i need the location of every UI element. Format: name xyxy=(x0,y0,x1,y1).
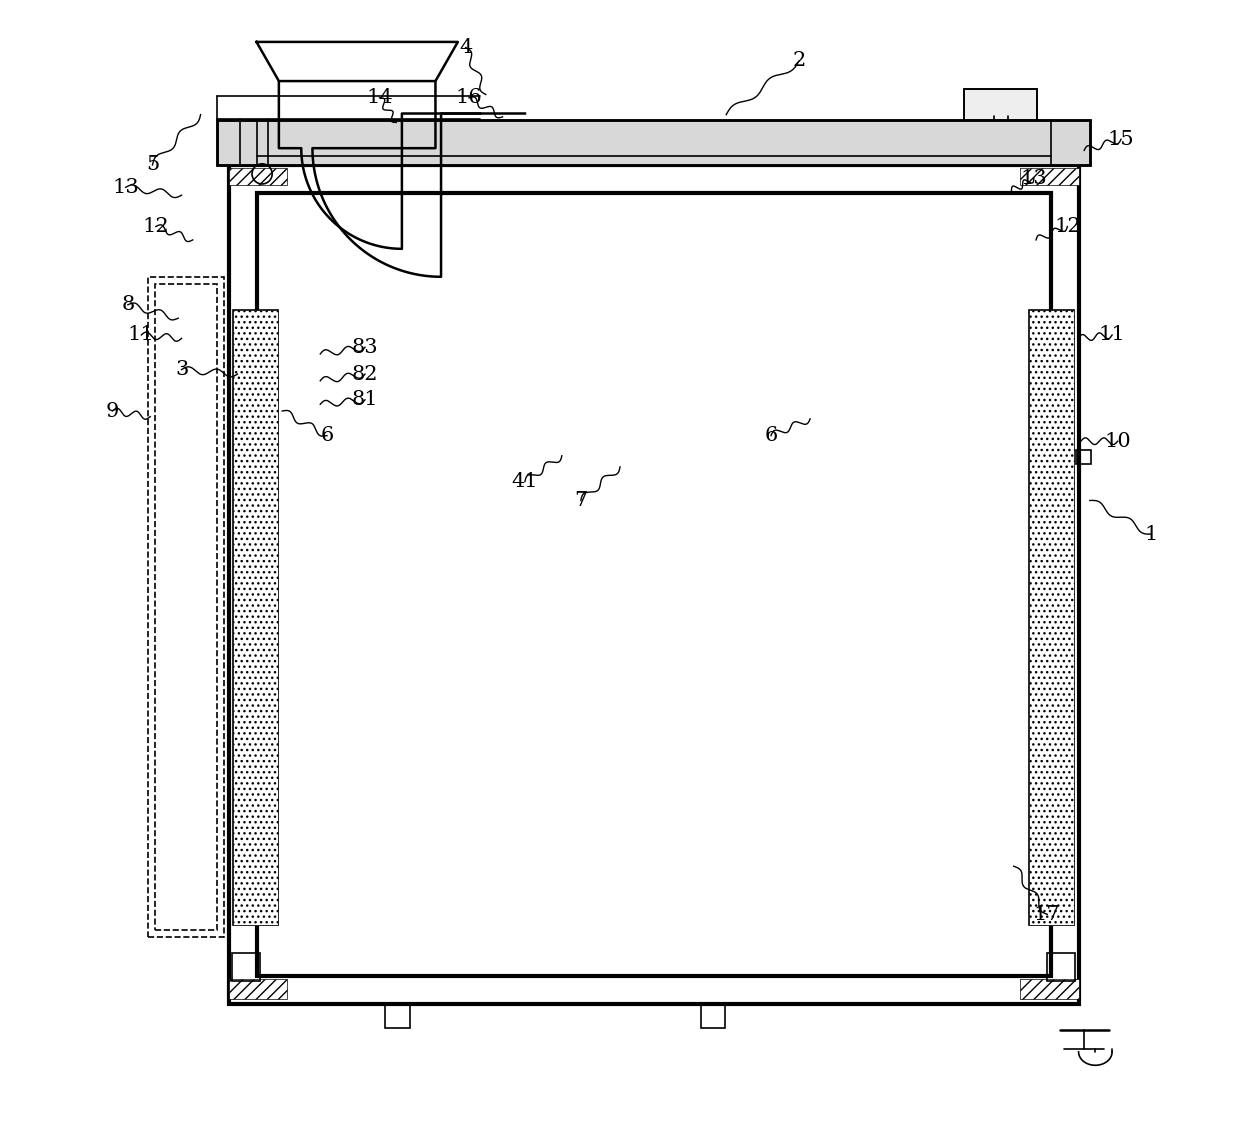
Text: 10: 10 xyxy=(1105,432,1131,451)
Text: 15: 15 xyxy=(1107,129,1135,148)
Text: 13: 13 xyxy=(1021,169,1048,188)
Bar xyxy=(701,1004,725,1028)
Text: 13: 13 xyxy=(113,178,139,197)
Bar xyxy=(148,277,224,936)
Bar xyxy=(1076,450,1091,464)
Bar xyxy=(228,165,1079,1004)
Bar xyxy=(1029,310,1074,925)
Text: 5: 5 xyxy=(146,155,159,174)
Text: 17: 17 xyxy=(1034,905,1060,924)
Text: 4: 4 xyxy=(459,38,472,57)
Bar xyxy=(228,979,286,999)
Bar xyxy=(965,89,1037,120)
Text: 82: 82 xyxy=(352,364,378,383)
Bar xyxy=(965,89,1037,120)
Bar xyxy=(386,1004,409,1028)
Text: 6: 6 xyxy=(320,426,334,445)
Text: 83: 83 xyxy=(352,337,378,356)
Text: 2: 2 xyxy=(792,52,806,71)
Bar xyxy=(217,120,1090,165)
Bar xyxy=(228,169,286,185)
Bar xyxy=(1021,979,1079,999)
Text: 8: 8 xyxy=(122,296,134,315)
Text: 6: 6 xyxy=(764,426,777,445)
Text: 12: 12 xyxy=(1054,217,1081,236)
Text: 14: 14 xyxy=(366,89,393,108)
Bar xyxy=(257,193,1050,976)
Bar xyxy=(217,120,1090,165)
Bar xyxy=(232,953,260,981)
Bar xyxy=(233,310,278,925)
Text: 1: 1 xyxy=(1145,525,1158,544)
Bar xyxy=(1021,169,1079,185)
Text: 12: 12 xyxy=(143,217,169,236)
Text: 7: 7 xyxy=(574,491,588,510)
Bar xyxy=(1048,953,1075,981)
Text: 3: 3 xyxy=(175,360,188,379)
Text: 41: 41 xyxy=(512,472,538,491)
Bar xyxy=(1029,310,1074,925)
Text: 11: 11 xyxy=(1099,326,1126,344)
Bar xyxy=(155,283,217,930)
Bar xyxy=(233,310,278,925)
Text: 11: 11 xyxy=(128,326,155,344)
Polygon shape xyxy=(257,42,458,81)
Text: 81: 81 xyxy=(352,390,378,409)
Text: 16: 16 xyxy=(455,89,482,108)
Text: 9: 9 xyxy=(105,401,119,420)
